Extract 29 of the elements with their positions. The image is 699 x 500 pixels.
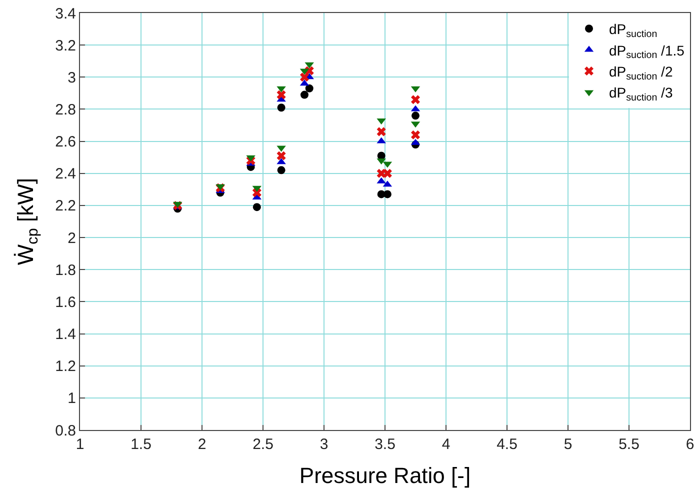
legend-label: dP$_{suction}$ /2 [609,63,673,82]
y-tick-label: 1.8 [55,262,76,279]
x-tick-label: 4 [442,436,450,453]
y-tick-label: 1.6 [55,294,76,311]
x-tick-label: 4.5 [496,436,518,453]
x-tick-label: 3.5 [374,436,396,453]
legend-label: dP$_{suction}$ [609,21,658,40]
y-tick-label: 2 [68,230,76,247]
y-tick-label: 3.2 [55,37,76,54]
y-tick-label: 0.8 [55,422,76,440]
legend-label: dP$_{suction}$ /1.5 [609,42,685,62]
y-tick-label: 1 [68,390,76,408]
y-tick-label: 2.2 [55,198,76,215]
x-tick-label: 5.5 [618,436,640,453]
y-tick-label: 2.8 [55,101,76,118]
x-tick-label: 2 [198,436,206,453]
x-tick-label: 1.5 [130,436,152,453]
x-tick-label: 3 [320,436,328,453]
y-tick-label: 1.4 [55,326,76,344]
x-tick-label: 5 [564,436,572,453]
x-tick-label: 2.5 [252,436,274,453]
y-tick-label: 3 [68,69,76,86]
y-tick-label: 1.2 [55,358,76,376]
y-tick-label: 3.4 [55,5,76,22]
legend-label: dP$_{suction}$ /3 [609,84,673,104]
y-tick-label: 2.4 [55,166,76,183]
x-axis-title: Pressure Ratio [-] [299,462,471,488]
y-tick-label: 2.6 [55,134,76,151]
x-tick-label: 6 [686,436,694,453]
